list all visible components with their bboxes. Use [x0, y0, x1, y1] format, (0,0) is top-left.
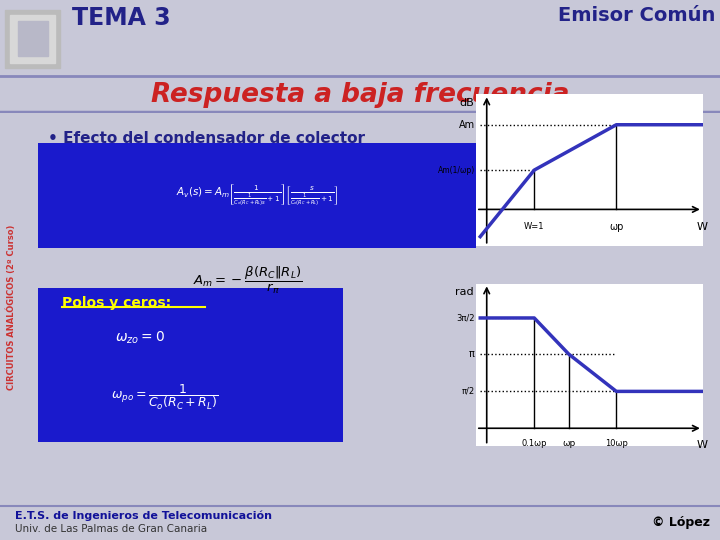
- Text: $A_m = -\dfrac{\beta(R_C \| R_L)}{r_\pi}$: $A_m = -\dfrac{\beta(R_C \| R_L)}{r_\pi}…: [193, 265, 303, 296]
- Bar: [18, 21, 48, 56]
- Text: 10ωp: 10ωp: [605, 438, 628, 448]
- Bar: [38, 288, 343, 442]
- Text: ωp: ωp: [562, 438, 575, 448]
- Text: E.T.S. de Ingenieros de Telecomunicación: E.T.S. de Ingenieros de Telecomunicación: [15, 510, 272, 521]
- Text: 0.1ωp: 0.1ωp: [521, 438, 547, 448]
- Bar: [10, 15, 55, 63]
- Bar: [38, 143, 476, 248]
- Text: W: W: [696, 221, 707, 232]
- Text: $\omega_{zo} = 0$: $\omega_{zo} = 0$: [115, 329, 165, 346]
- Text: Am: Am: [459, 120, 475, 130]
- Text: • Efecto del condensador de colector: • Efecto del condensador de colector: [48, 131, 365, 146]
- Text: Polos y ceros:: Polos y ceros:: [62, 296, 171, 310]
- Text: $\omega_{po} = \dfrac{1}{C_o(R_C + R_L)}$: $\omega_{po} = \dfrac{1}{C_o(R_C + R_L)}…: [111, 383, 219, 412]
- Text: © López: © López: [652, 516, 710, 529]
- Bar: [5, 10, 60, 68]
- Text: 3π/2: 3π/2: [456, 313, 475, 322]
- Text: W: W: [696, 440, 707, 450]
- Text: Univ. de Las Palmas de Gran Canaria: Univ. de Las Palmas de Gran Canaria: [15, 524, 207, 534]
- Text: rad: rad: [455, 287, 474, 297]
- Text: W=1: W=1: [524, 221, 544, 231]
- Text: Am(1/ωp): Am(1/ωp): [438, 166, 475, 174]
- Text: $A_v(s) = A_m \left[\frac{1}{\frac{1}{C_o(R_C+R_L)s}+1}\right]\left[\frac{s}{\fr: $A_v(s) = A_m \left[\frac{1}{\frac{1}{C_…: [176, 183, 338, 208]
- Text: π: π: [469, 349, 475, 359]
- Text: dB: dB: [459, 98, 474, 107]
- Text: π/2: π/2: [462, 387, 475, 396]
- Text: TEMA 3: TEMA 3: [72, 6, 171, 30]
- Text: Respuesta a baja frecuencia: Respuesta a baja frecuencia: [150, 82, 570, 109]
- Text: CIRCUITOS ANALÓGICOS (2º Curso): CIRCUITOS ANALÓGICOS (2º Curso): [6, 225, 16, 390]
- Text: ωp: ωp: [609, 221, 624, 232]
- Text: Emisor Común: Emisor Común: [557, 6, 715, 25]
